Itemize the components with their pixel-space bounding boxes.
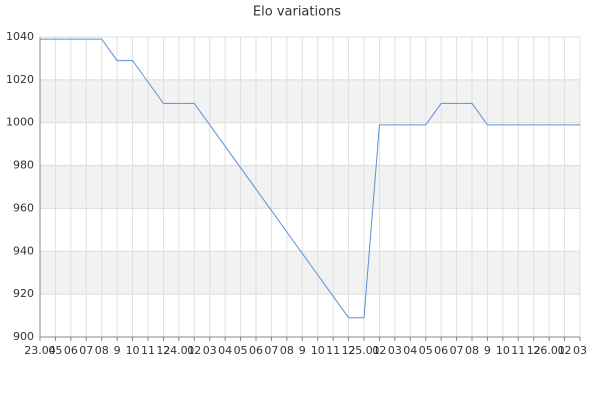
y-tick-label: 920 <box>13 287 34 300</box>
y-tick-label: 1020 <box>6 73 34 86</box>
x-tick-label: 05 <box>48 344 62 357</box>
x-tick-label: 03 <box>203 344 217 357</box>
x-tick-label: 9 <box>114 344 121 357</box>
x-tick-label: 04 <box>403 344 417 357</box>
x-tick-label: 10 <box>311 344 325 357</box>
x-tick-label: 08 <box>95 344 109 357</box>
x-tick-label: 11 <box>326 344 340 357</box>
x-tick-label: 02 <box>187 344 201 357</box>
x-tick-label: 02 <box>372 344 386 357</box>
x-tick-label: 10 <box>126 344 140 357</box>
y-tick-label: 940 <box>13 244 34 257</box>
x-tick-label: 10 <box>496 344 510 357</box>
x-tick-label: 06 <box>434 344 448 357</box>
x-tick-label: 03 <box>573 344 587 357</box>
y-tick-label: 1040 <box>6 30 34 43</box>
x-tick-label: 11 <box>511 344 525 357</box>
x-tick-label: 11 <box>141 344 155 357</box>
x-tick-label: 07 <box>264 344 278 357</box>
x-tick-label: 03 <box>388 344 402 357</box>
x-tick-label: 06 <box>249 344 263 357</box>
grid-band <box>40 165 580 209</box>
x-tick-label: 25.01 <box>348 344 380 357</box>
grid-band <box>40 251 580 295</box>
x-tick-label: 08 <box>465 344 479 357</box>
chart-title: Elo variations <box>253 5 341 20</box>
x-tick-label: 24.01 <box>163 344 195 357</box>
x-tick-label: 07 <box>79 344 93 357</box>
y-tick-label: 960 <box>13 201 34 214</box>
y-tick-label: 1000 <box>6 116 34 129</box>
y-tick-label: 980 <box>13 159 34 172</box>
x-tick-label: 02 <box>558 344 572 357</box>
y-tick-label: 900 <box>13 330 34 343</box>
x-tick-label: 05 <box>419 344 433 357</box>
x-tick-label: 26.01 <box>533 344 565 357</box>
x-tick-label: 08 <box>280 344 294 357</box>
x-tick-label: 9 <box>484 344 491 357</box>
x-tick-label: 12 <box>527 344 541 357</box>
x-tick-label: 12 <box>342 344 356 357</box>
x-tick-label: 9 <box>299 344 306 357</box>
x-tick-label: 23.04 <box>24 344 56 357</box>
x-tick-label: 05 <box>234 344 248 357</box>
line-series <box>40 38 580 319</box>
x-tick-label: 06 <box>64 344 78 357</box>
x-tick-label: 12 <box>156 344 170 357</box>
x-tick-label: 07 <box>450 344 464 357</box>
grid-band <box>40 79 580 123</box>
x-tick-label: 04 <box>218 344 232 357</box>
